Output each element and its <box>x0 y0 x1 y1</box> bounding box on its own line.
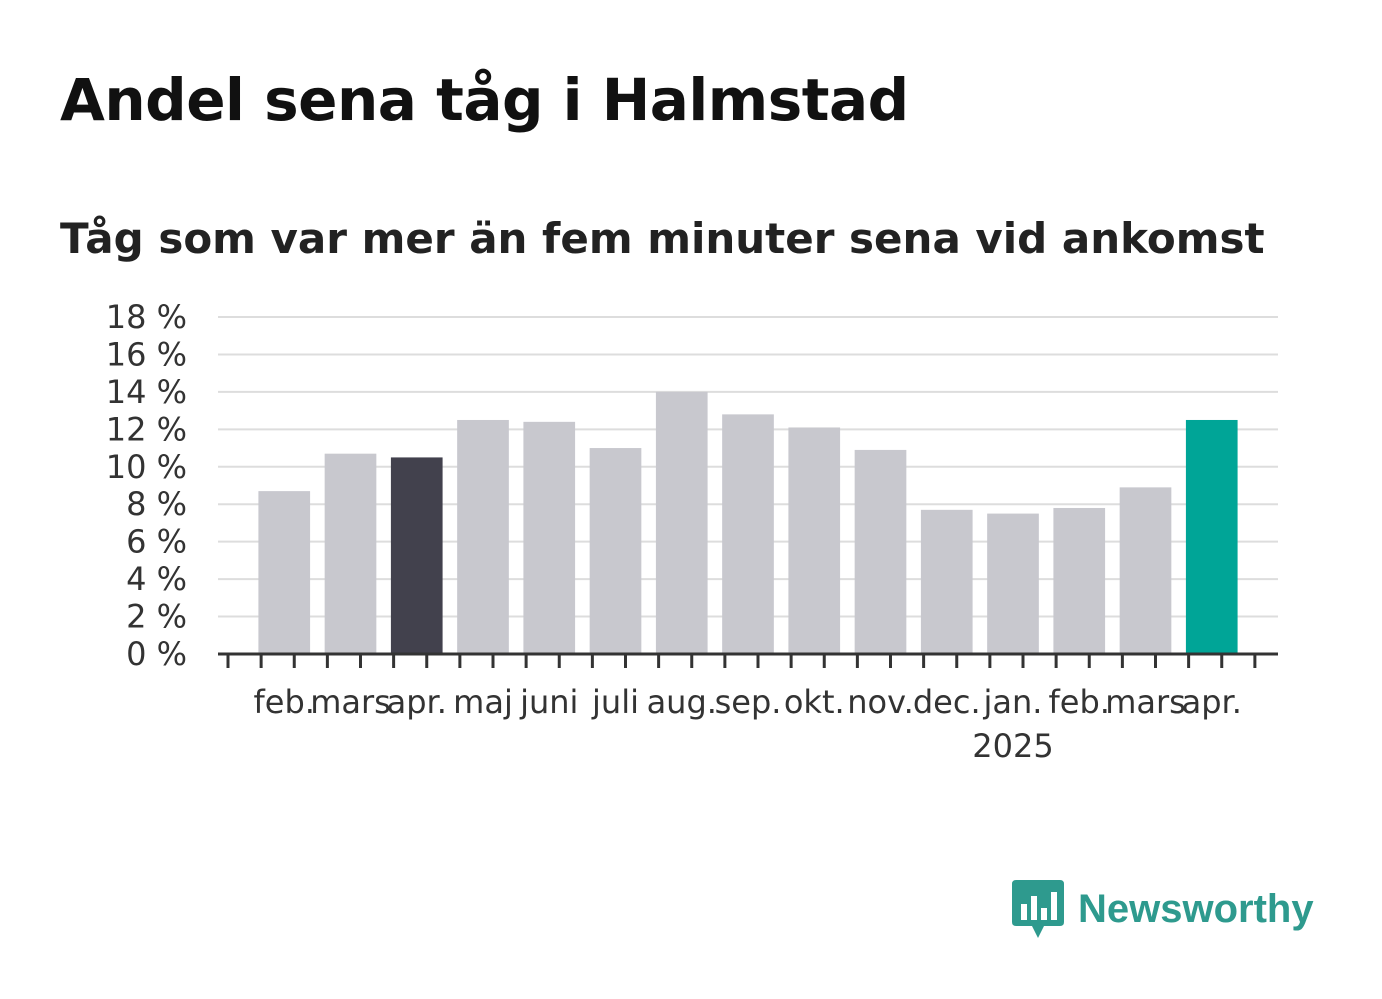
x-tick-label: dec. <box>913 683 981 721</box>
y-tick-label: 10 % <box>106 448 187 486</box>
bar <box>655 391 708 654</box>
x-tick-label: apr. <box>387 683 447 721</box>
bar <box>523 421 576 654</box>
y-tick-label: 8 % <box>126 485 187 523</box>
brand: Newsworthy <box>1010 878 1314 940</box>
chart-subtitle: Tåg som var mer än fem minuter sena vid … <box>60 214 1265 263</box>
x-tick-label: juni <box>519 683 578 721</box>
x-tick-label: feb. <box>1049 683 1110 721</box>
brand-name: Newsworthy <box>1078 886 1314 931</box>
x-tick-label: maj <box>453 683 513 721</box>
bar <box>722 414 774 654</box>
x-tick-label: mars <box>310 683 391 721</box>
x-tick-label: mars <box>1105 683 1186 721</box>
bar <box>1119 487 1172 654</box>
y-tick-label: 12 % <box>106 410 187 448</box>
x-tick-label: aug. <box>647 683 717 721</box>
bar <box>1053 507 1106 654</box>
x-year-label: 2025 <box>972 727 1053 765</box>
newsworthy-logo-icon <box>1012 880 1064 938</box>
x-tick-label: nov. <box>847 683 913 721</box>
bar <box>1185 419 1238 654</box>
bar <box>589 448 642 654</box>
y-tick-label: 16 % <box>106 335 187 373</box>
x-tick-label: sep. <box>715 683 782 721</box>
x-tick-label: juli <box>591 683 639 721</box>
bar <box>457 419 509 654</box>
x-tick-label: okt. <box>784 683 845 721</box>
y-tick-label: 6 % <box>126 523 187 561</box>
x-tick-label: apr. <box>1182 683 1242 721</box>
bar <box>854 449 907 654</box>
y-tick-label: 2 % <box>126 598 187 636</box>
y-tick-label: 18 % <box>106 298 187 336</box>
bar <box>390 457 443 654</box>
bar <box>258 491 311 654</box>
bar <box>324 453 377 654</box>
x-tick-label: feb. <box>254 683 315 721</box>
y-tick-label: 4 % <box>126 560 187 598</box>
bar <box>987 513 1039 654</box>
bar <box>920 509 973 654</box>
x-tick-label: jan. <box>983 683 1043 721</box>
y-tick-label: 0 % <box>126 635 187 673</box>
y-tick-label: 14 % <box>106 373 187 411</box>
bar <box>788 427 841 654</box>
chart-title: Andel sena tåg i Halmstad <box>60 66 909 134</box>
